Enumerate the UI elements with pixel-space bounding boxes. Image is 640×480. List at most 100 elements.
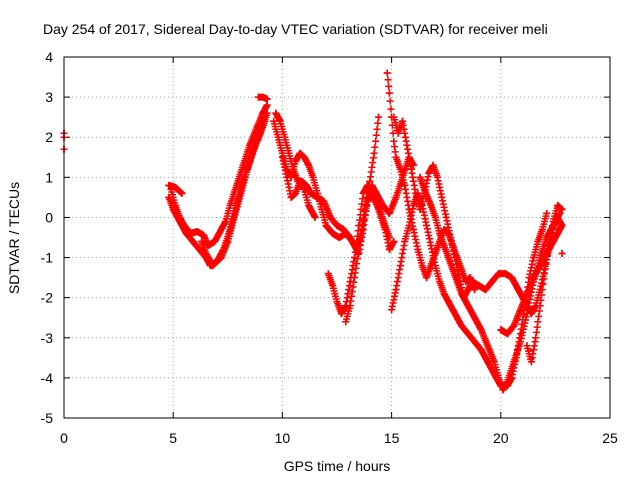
data-point [350,274,358,282]
data-point [200,231,208,239]
data-point [466,274,474,282]
data-point [392,286,400,294]
data-point [545,242,553,250]
data-point [464,286,472,294]
data-point [329,282,337,290]
data-point [429,161,437,169]
data-point [501,270,509,278]
data-point [477,326,485,334]
data-point [278,153,286,161]
data-point [405,221,413,229]
data-point [444,254,452,262]
data-point [407,165,415,173]
data-point [451,254,459,262]
data-point [167,185,175,193]
data-point [300,153,308,161]
data-point [436,229,444,237]
data-point [198,238,206,246]
data-point [423,274,431,282]
data-point [464,302,472,310]
y-tick-label: -5 [41,410,54,426]
data-point [449,266,457,274]
data-point [436,278,444,286]
x-axis-label: GPS time / hours [284,458,391,474]
data-point [176,217,184,225]
data-point [540,270,548,278]
data-point [283,173,291,181]
data-point [554,229,562,237]
data-point [346,302,354,310]
data-point [516,306,524,314]
data-point [202,250,210,258]
data-point [464,330,472,338]
data-point [444,298,452,306]
data-point [296,177,304,185]
data-point [427,201,435,209]
data-point [558,221,566,229]
data-point [226,201,234,209]
data-point [396,165,404,173]
data-point [385,89,393,97]
data-point [281,133,289,141]
data-point [292,157,300,165]
data-point [355,246,363,254]
data-point [510,358,518,366]
data-point [381,221,389,229]
data-point [311,213,319,221]
data-point [427,242,435,250]
data-point [425,169,433,177]
data-point [374,113,382,121]
data-point [503,330,511,338]
data-point [257,129,265,137]
data-point [169,205,177,213]
data-point [390,137,398,145]
series-trace-i [278,153,319,221]
data-point [440,290,448,298]
y-tick-label: 4 [45,49,53,65]
data-point [396,262,404,270]
data-point [457,290,465,298]
series-trace-e [198,117,269,270]
data-point [230,213,238,221]
x-tick-label: 10 [275,430,291,446]
series-trace-o [416,173,564,394]
data-point [394,129,402,137]
data-point [471,314,479,322]
data-point [447,234,455,241]
data-point [442,213,450,221]
data-point [538,225,546,233]
data-point [392,153,400,161]
series-trace-r [523,201,566,366]
data-point [457,266,465,274]
y-tick-label: 1 [45,169,53,185]
data-point [523,342,531,350]
data-point [209,262,217,270]
data-point [366,177,374,185]
data-point [322,221,330,229]
data-point [370,149,378,157]
data-point [409,201,417,209]
y-tick-label: -4 [41,370,54,386]
data-point [457,322,465,330]
data-point [543,209,551,217]
data-point [490,358,498,366]
data-point [296,149,304,157]
data-point [401,238,409,246]
data-point [329,229,337,237]
x-tick-label: 0 [60,430,68,446]
data-point [307,189,315,197]
x-tick-label: 20 [493,430,509,446]
data-point [549,217,557,225]
data-point [536,302,544,310]
data-point [326,213,334,221]
data-point [390,113,398,121]
series-trace-q [497,221,566,338]
data-point [305,201,313,209]
data-point [440,242,448,250]
data-point [399,117,407,125]
data-point [243,165,251,173]
data-point [484,358,492,366]
data-point [423,221,431,229]
data-point [468,278,476,286]
